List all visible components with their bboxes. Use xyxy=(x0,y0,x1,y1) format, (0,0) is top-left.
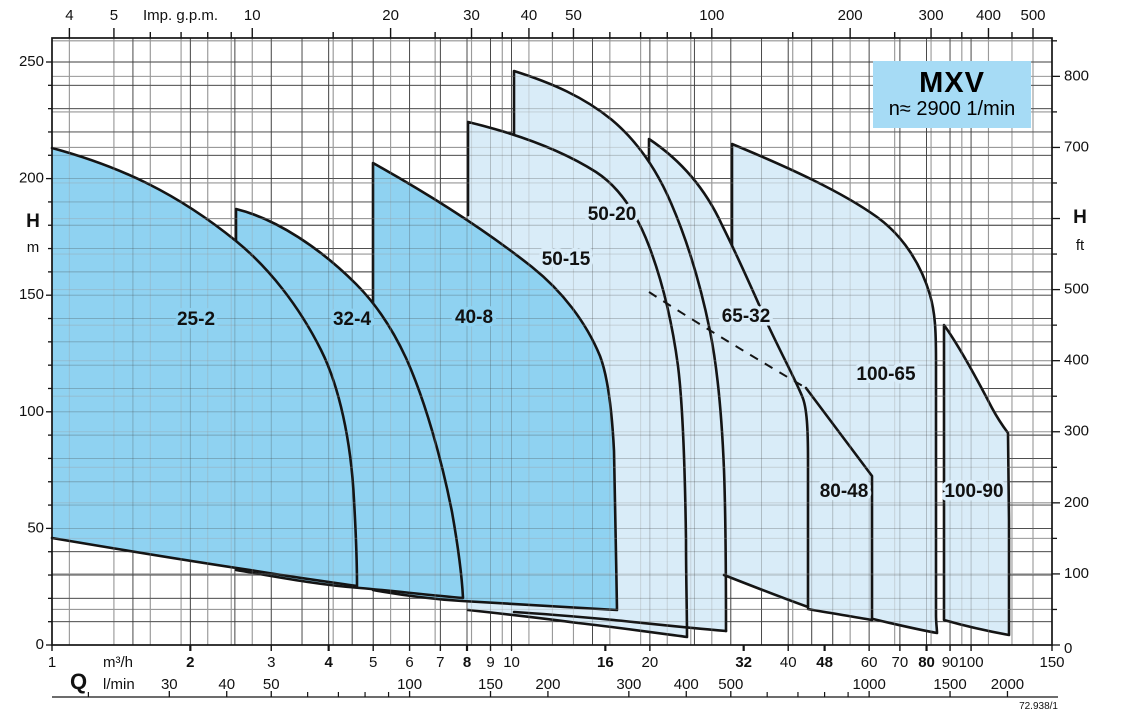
pump-envelope-outline-25-2 xyxy=(50,146,359,588)
axis-or-region-label: 40-8 xyxy=(455,307,493,328)
axis-or-region-label: 25-2 xyxy=(177,309,215,330)
pump-envelope-outline-80-48 xyxy=(804,386,874,622)
axis-or-region-label: 300 xyxy=(1064,423,1089,440)
axis-or-region-label: 500 xyxy=(718,676,743,693)
left-axis-letter: H xyxy=(26,211,40,232)
axis-or-region-label: 0 xyxy=(1064,640,1072,657)
axis-or-region-label: 16 xyxy=(597,654,614,671)
pump-envelope-outline-50-15 xyxy=(466,120,689,639)
axis-or-region-label: 80-48 xyxy=(820,481,869,502)
axis-or-region-label: 400 xyxy=(1064,352,1089,369)
axis-or-region-label: 20 xyxy=(642,654,659,671)
axis-or-region-label: 70 xyxy=(892,654,909,671)
axis-or-region-label: 90 xyxy=(942,654,959,671)
top-axis-unit-label: Imp. g.p.m. xyxy=(143,7,219,24)
axis-or-region-label: 65-32 xyxy=(722,306,771,327)
axis-or-region-label: 10 xyxy=(503,654,520,671)
axis-or-region-label: 150 xyxy=(19,286,44,303)
axis-or-region-label: 30 xyxy=(463,7,480,24)
axis-or-region-label: 80 xyxy=(918,654,935,671)
axis-or-region-label: 100-90 xyxy=(944,481,1003,502)
right-axis-unit: ft xyxy=(1075,237,1085,254)
axis-or-region-label: 9 xyxy=(486,654,494,671)
dashed-boundary-line xyxy=(648,291,807,389)
axis-or-region-label: 40 xyxy=(521,7,538,24)
axis-or-region-label: 1000 xyxy=(852,676,885,693)
axis-or-region-label: 250 xyxy=(19,53,44,70)
right-axis-letter: H xyxy=(1073,207,1087,228)
axis-or-region-label: 32 xyxy=(735,654,752,671)
axis-or-region-label: 20 xyxy=(382,7,399,24)
axis-or-region-label: 400 xyxy=(674,676,699,693)
pump-envelope-outline-50-20 xyxy=(512,69,728,633)
pump-envelope-outline-100-65 xyxy=(730,142,939,635)
axis-or-region-label: 50 xyxy=(27,519,44,536)
axis-or-region-label: 1500 xyxy=(933,676,966,693)
axis-or-region-label: 700 xyxy=(1064,138,1089,155)
axis-or-region-label: 5 xyxy=(110,7,118,24)
pump-envelope-100-90 xyxy=(944,325,1009,635)
axis-or-region-label: 200 xyxy=(19,170,44,187)
pump-speed: n≈ 2900 1/min xyxy=(888,98,1016,121)
axis-or-region-label: 3 xyxy=(267,654,275,671)
axis-or-region-label: 200 xyxy=(1064,494,1089,511)
pump-series-name: MXV xyxy=(919,66,985,99)
axis-or-region-label: 60 xyxy=(861,654,878,671)
axis-or-region-label: 32-4 xyxy=(333,309,371,330)
pump-envelope-80-48 xyxy=(806,388,872,620)
axis-or-region-label: 50 xyxy=(263,676,280,693)
axis-or-region-label: 300 xyxy=(616,676,641,693)
pump-envelope-outline-65-32 xyxy=(647,137,810,609)
axis-or-region-label: 10 xyxy=(244,7,261,24)
axis-or-region-label: 100 xyxy=(959,654,984,671)
axis-or-region-label: 200 xyxy=(535,676,560,693)
axis-or-region-label: 100 xyxy=(397,676,422,693)
pump-envelope-25-2 xyxy=(52,148,357,586)
axis-or-region-label: 6 xyxy=(405,654,413,671)
axis-or-region-label: 48 xyxy=(816,654,833,671)
axis-or-region-label: 2000 xyxy=(991,676,1024,693)
axis-or-region-label: 4 xyxy=(324,654,333,671)
bottom-axis-unit-m3h: m³/h xyxy=(103,654,133,671)
axis-or-region-label: 7 xyxy=(436,654,444,671)
pump-envelope-bottom-65-32 xyxy=(722,573,810,609)
axis-or-region-label: 800 xyxy=(1064,67,1089,84)
axis-or-region-label: 1 xyxy=(48,654,56,671)
bottom-axis-letter: Q xyxy=(70,669,88,694)
axis-or-region-label: 300 xyxy=(919,7,944,24)
axis-or-region-label: 50-15 xyxy=(542,249,591,270)
axis-or-region-label: 400 xyxy=(976,7,1001,24)
axis-or-region-label: 0 xyxy=(36,636,44,653)
axis-or-region-label: 30 xyxy=(161,676,178,693)
title-box: MXV n≈ 2900 1/min xyxy=(873,61,1031,128)
axis-or-region-label: 500 xyxy=(1064,281,1089,298)
pump-envelope-bottom-50-20 xyxy=(512,610,728,633)
axis-or-region-label: 150 xyxy=(478,676,503,693)
axis-or-region-label: 150 xyxy=(1039,654,1064,671)
axis-or-region-label: 500 xyxy=(1020,7,1045,24)
axis-or-region-label: 200 xyxy=(838,7,863,24)
axis-or-region-label: 8 xyxy=(463,654,471,671)
drawing-number: 72.938/1 xyxy=(1019,701,1058,712)
axis-or-region-label: 4 xyxy=(65,7,73,24)
pump-envelope-outline-40-8 xyxy=(371,161,619,612)
axis-or-region-label: 100 xyxy=(699,7,724,24)
axis-or-region-label: 40 xyxy=(218,676,235,693)
axis-or-region-label: 40 xyxy=(780,654,797,671)
bottom-axis-unit-lmin: l/min xyxy=(103,676,135,693)
pump-envelope-outline-32-4 xyxy=(234,207,465,600)
axis-or-region-label: 50-20 xyxy=(588,204,637,225)
left-axis-unit: m xyxy=(26,239,40,256)
axis-or-region-label: 100 xyxy=(19,403,44,420)
pump-envelope-outline-100-90 xyxy=(942,323,1011,637)
axis-or-region-label: 5 xyxy=(369,654,377,671)
axis-or-region-label: 2 xyxy=(186,654,194,671)
axis-or-region-label: 100-65 xyxy=(856,364,916,385)
axis-or-region-label: 100 xyxy=(1064,565,1089,582)
axis-or-region-label: 50 xyxy=(565,7,582,24)
